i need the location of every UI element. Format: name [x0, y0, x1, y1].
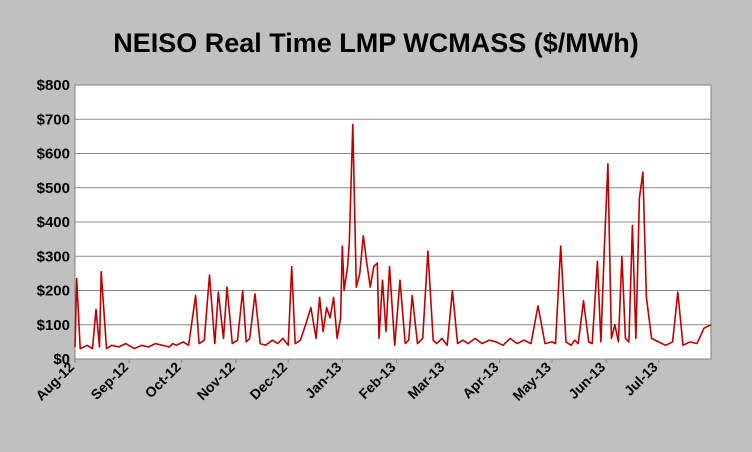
y-tick-label: $0: [53, 351, 70, 368]
y-tick-label: $800: [37, 77, 70, 94]
series-line: [74, 123, 712, 350]
y-tick-label: $100: [37, 317, 70, 334]
y-tick-label: $700: [37, 111, 70, 128]
y-tick-label: $600: [37, 146, 70, 163]
chart-title: NEISO Real Time LMP WCMASS ($/MWh): [113, 28, 639, 58]
y-tick-label: $500: [37, 180, 70, 197]
y-tick-label: $400: [37, 214, 70, 231]
y-axis-tick-labels: $0 $100 $200 $300 $400 $500 $600 $700 $800: [37, 77, 70, 368]
y-tick-label: $300: [37, 248, 70, 265]
y-tick-label: $200: [37, 283, 70, 300]
